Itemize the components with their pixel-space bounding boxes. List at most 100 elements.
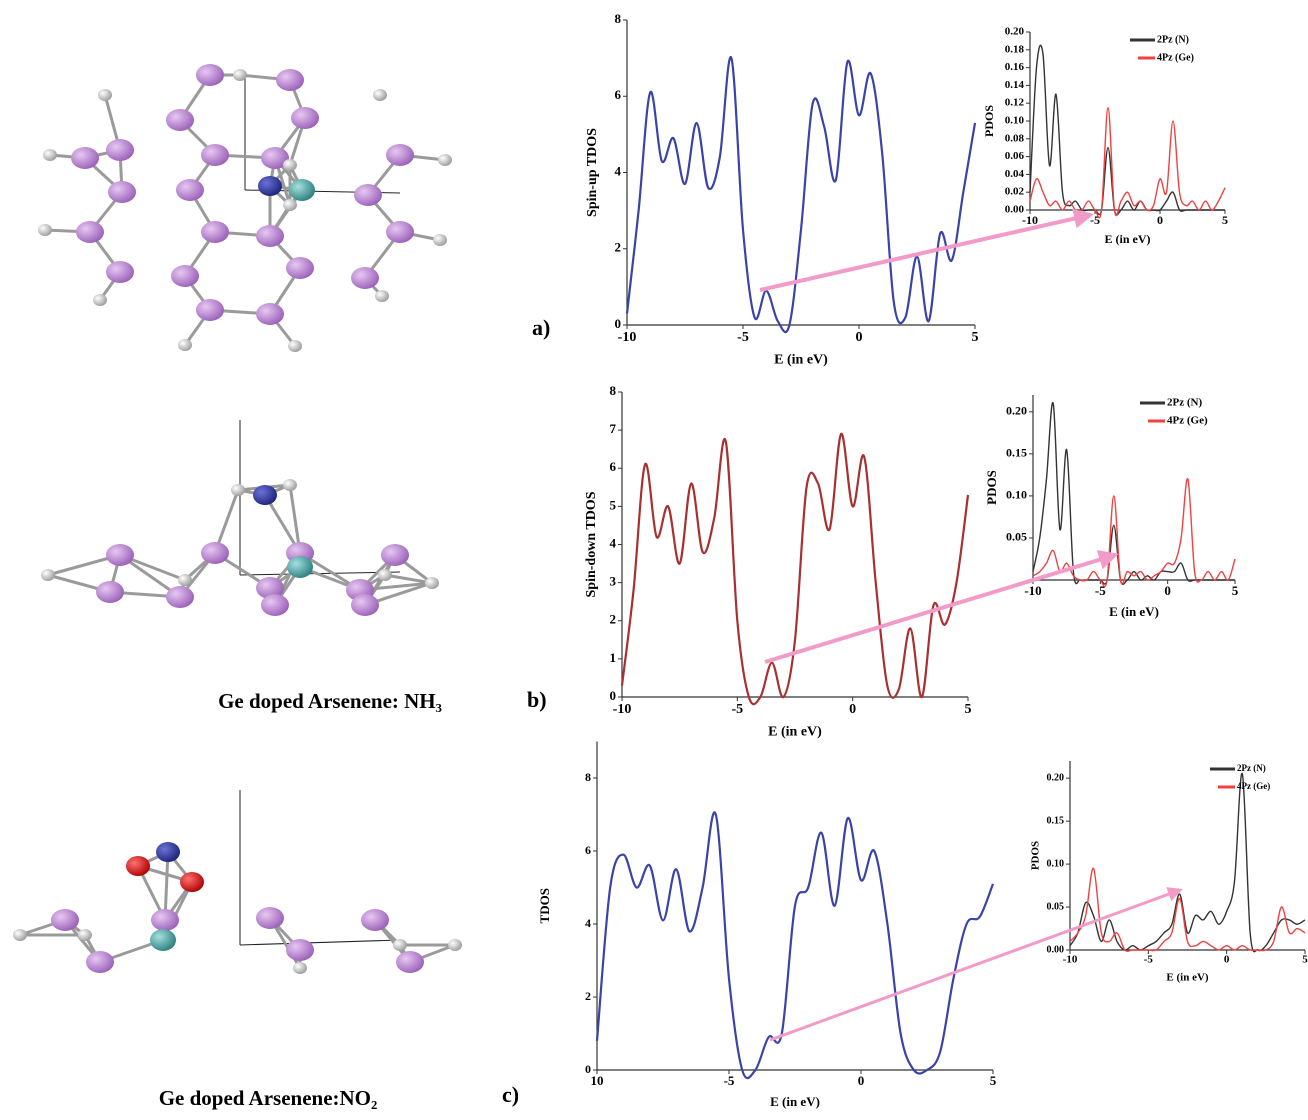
atom: [178, 339, 192, 351]
y-tick-label: 0.20: [1006, 404, 1027, 418]
x-tick-label: 0: [1164, 583, 1171, 598]
atom: [106, 261, 134, 283]
y-tick-label: 2: [615, 240, 622, 255]
atom: [256, 303, 284, 325]
atom: [261, 594, 289, 616]
data-line: [597, 812, 993, 1078]
atom: [108, 181, 136, 203]
atom: [201, 144, 229, 166]
atom: [231, 484, 245, 496]
x-tick-label: -5: [1144, 954, 1154, 966]
atom: [256, 907, 284, 929]
atom: [354, 184, 382, 206]
atom: [201, 542, 229, 564]
y-axis-label: Spin-up TDOS: [585, 128, 600, 217]
x-tick-label: 5: [972, 330, 979, 345]
atom: [286, 939, 314, 961]
atom: [256, 225, 284, 247]
legend-label: 2Pz (N): [1167, 397, 1202, 409]
y-tick-label: 6: [585, 843, 591, 857]
y-tick-label: 4: [610, 535, 617, 550]
atom: [283, 199, 297, 211]
atom: [448, 939, 462, 951]
atom: [286, 257, 314, 279]
data-line: [1030, 45, 1225, 215]
atom: [201, 221, 229, 243]
data-line: [1070, 773, 1305, 951]
legend-label: 4Pz (Ge): [1167, 415, 1208, 427]
legend-label: 4Pz (Ge): [1157, 52, 1194, 63]
y-tick-label: 0.08: [1005, 132, 1025, 144]
caption: Ge doped Arsenene: NH₃: [218, 689, 442, 713]
y-tick-label: 1: [610, 650, 617, 665]
x-tick-label: 5: [1232, 583, 1239, 598]
atom: [150, 929, 176, 951]
chart: 0.000.020.040.060.080.100.120.140.160.18…: [982, 26, 1228, 247]
atom: [351, 267, 379, 289]
atom: [375, 290, 389, 302]
y-axis-label: Spin-down TDOS: [584, 491, 599, 597]
x-axis-label: E (in eV): [1166, 972, 1209, 984]
x-tick-label: -10: [618, 330, 637, 345]
panel-label: c): [502, 1082, 519, 1107]
atom: [287, 556, 313, 578]
x-tick-label: 0: [1224, 954, 1230, 966]
data-line: [622, 434, 968, 704]
caption: Ge doped Arsenene:NO₂: [159, 1086, 378, 1110]
atom: [396, 951, 424, 973]
y-tick-label: 0.10: [1047, 858, 1065, 869]
y-tick-label: 0.15: [1006, 446, 1027, 460]
atom: [291, 107, 319, 129]
x-axis-label: E (in eV): [768, 724, 822, 739]
x-tick-label: -5: [1095, 583, 1106, 598]
atom: [156, 842, 180, 862]
atom: [98, 89, 112, 101]
y-tick-label: 8: [610, 383, 617, 398]
atom: [351, 594, 379, 616]
y-tick-label: 2: [610, 612, 617, 627]
atom: [166, 586, 194, 608]
y-tick-label: 0.02: [1005, 186, 1025, 198]
atom: [51, 909, 79, 931]
y-tick-label: 4: [615, 163, 622, 178]
atom: [283, 159, 297, 171]
y-tick-label: 5: [610, 497, 617, 512]
atom: [41, 569, 55, 581]
y-tick-label: 6: [615, 87, 622, 102]
atom: [373, 89, 387, 101]
molecule-structures: [13, 64, 462, 974]
y-tick-label: 8: [585, 770, 591, 784]
y-tick-label: 0.12: [1005, 97, 1025, 109]
y-tick-label: 0: [615, 316, 622, 331]
atom: [196, 299, 224, 321]
x-axis-label: E (in eV): [1109, 604, 1159, 619]
atom: [106, 139, 134, 161]
atom: [13, 929, 27, 941]
panel-label: a): [532, 315, 550, 340]
atom: [86, 951, 114, 973]
y-tick-label: 0: [610, 688, 617, 703]
y-tick-label: 0.10: [1006, 488, 1027, 502]
atom: [176, 179, 204, 201]
x-tick-label: 5: [990, 1073, 997, 1088]
atom: [378, 569, 392, 581]
y-tick-label: 0.00: [1047, 944, 1065, 955]
atom: [196, 64, 224, 86]
y-axis-label: TDOS: [537, 888, 552, 923]
atom: [171, 265, 199, 287]
atom: [166, 109, 194, 131]
atom: [126, 856, 150, 876]
data-line: [1033, 403, 1235, 585]
atom: [43, 149, 57, 161]
figure: 02468-10-505E (in eV)Spin-up TDOSa)0.000…: [0, 0, 1308, 1120]
y-tick-label: 6: [610, 459, 617, 474]
y-tick-label: 0.20: [1005, 26, 1025, 38]
x-tick-label: -5: [731, 702, 743, 717]
atom: [106, 544, 134, 566]
atom: [258, 176, 282, 196]
y-tick-label: 0.20: [1047, 772, 1065, 783]
y-axis-label: PDOS: [984, 470, 999, 505]
panel-label: b): [527, 687, 547, 712]
